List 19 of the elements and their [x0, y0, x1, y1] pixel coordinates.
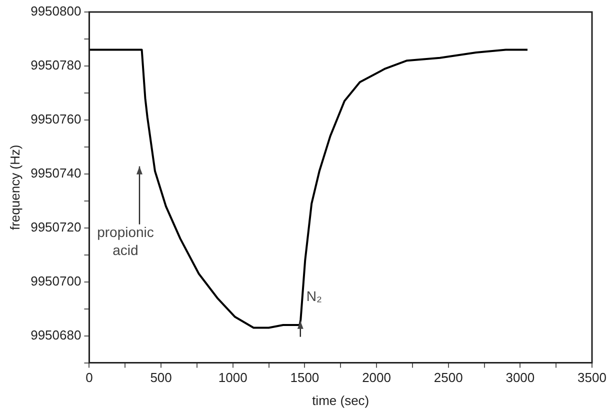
y-tick-label: 9950680	[30, 327, 82, 342]
y-tick-label: 9950760	[30, 112, 82, 127]
annotation: N₂	[306, 288, 322, 304]
x-tick-label: 1500	[290, 370, 320, 386]
x-tick-label: 2000	[362, 370, 391, 386]
x-tick-label: 3000	[506, 370, 535, 386]
y-tick-label: 9950720	[30, 219, 82, 234]
x-tick-label: 2500	[434, 370, 463, 386]
y-tick-label: 9950700	[30, 273, 82, 288]
y-tick-label: 9950780	[30, 58, 82, 73]
x-tick-label: 3500	[578, 370, 606, 386]
y-tick-label: 9950740	[30, 165, 82, 180]
y-axis-title: frequency (Hz)	[7, 144, 22, 230]
x-tick-label: 0	[86, 370, 93, 386]
x-tick-label: 500	[150, 370, 172, 386]
x-axis-title: time (sec)	[312, 392, 370, 408]
annotation: propionic acid	[97, 224, 154, 258]
x-tick-label: 1000	[218, 370, 248, 386]
y-tick-label: 9950800	[30, 4, 82, 19]
